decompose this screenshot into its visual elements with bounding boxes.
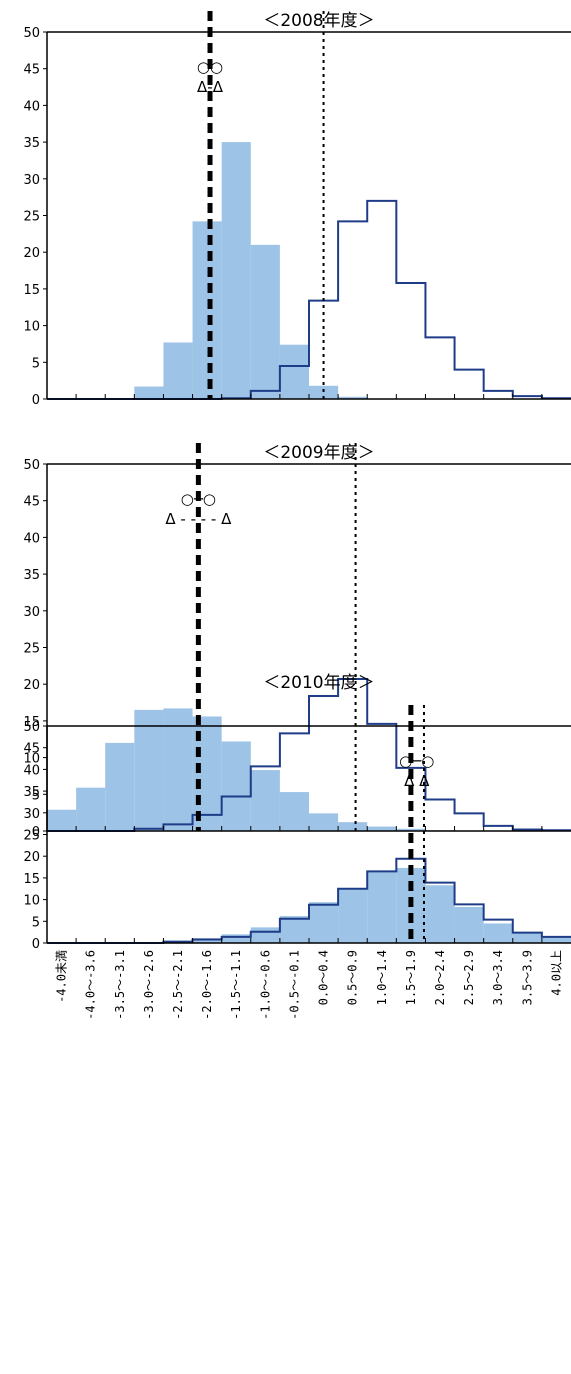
x-category-label: -2.5～-2.1 [171, 950, 185, 1020]
filled-bar [250, 927, 280, 943]
chart-panels: ＜2008年度＞05101520253035404550○○Δ-Δ＜2009年度… [23, 11, 571, 952]
chart-title: ＜2010年度＞ [263, 673, 374, 693]
y-tick-label: 15 [23, 283, 40, 298]
filled-bar [309, 902, 339, 943]
filled-bar [279, 792, 309, 831]
filled-bar [221, 142, 251, 399]
y-tick-label: 0 [32, 393, 40, 408]
y-tick-label: 25 [23, 829, 40, 844]
circle-markers: ○─○ [181, 490, 216, 508]
y-tick-label: 20 [23, 678, 40, 693]
y-tick-label: 50 [23, 26, 40, 41]
y-tick-label: 15 [23, 715, 40, 730]
filled-bar [134, 709, 164, 831]
chart-title: ＜2008年度＞ [263, 11, 374, 31]
y-tick-label: 15 [23, 872, 40, 887]
x-category-label: 2.0～2.4 [433, 950, 447, 1005]
x-category-label: -0.5～-0.1 [287, 950, 301, 1020]
filled-bar [338, 822, 368, 831]
x-category-label: -3.0～-2.6 [142, 950, 156, 1020]
circle-markers: ○○ [197, 58, 223, 76]
y-tick-label: 35 [23, 568, 40, 583]
x-category-label: 1.5～1.9 [404, 950, 418, 1005]
filled-bar [163, 708, 193, 831]
y-tick-label: 40 [23, 531, 40, 546]
chart-panel-1: ＜2008年度＞ 0 5 10 15 20 25 30 35 40 45 50 ○○ Δ-Δ [23, 11, 571, 408]
y-tick-label: 0 [32, 825, 40, 840]
x-category-label: -2.0～-1.6 [200, 950, 214, 1020]
y-tick-label: 20 [23, 246, 40, 261]
y-tick-label: 40 [23, 99, 40, 114]
filled-bar [192, 938, 222, 943]
y-tick-label: 30 [23, 807, 40, 822]
filled-bar [367, 871, 397, 943]
filled-bar [134, 386, 164, 399]
x-category-label: 3.0～3.4 [491, 950, 505, 1005]
filled-bar [279, 344, 309, 399]
filled-bar [338, 889, 368, 943]
chart-title: ＜2009年度＞ [263, 443, 374, 463]
x-category-label: 1.0～1.4 [375, 950, 389, 1005]
y-tick-label: 20 [23, 850, 40, 865]
x-category-label: -4.0～-3.6 [84, 950, 98, 1020]
x-category-label: -1.5～-1.1 [229, 950, 243, 1020]
filled-bar [105, 742, 135, 831]
y-tick-label: 35 [23, 136, 40, 151]
filled-bar [396, 828, 426, 831]
triangle-markers: Δ - - - - Δ [165, 510, 232, 528]
y-tick-label: 0 [32, 937, 40, 952]
filled-bar [221, 934, 251, 943]
filled-bar [367, 826, 397, 831]
filled-bar [250, 770, 280, 831]
x-category-label: -3.5～-3.1 [113, 950, 127, 1020]
triangle-markers: Δ-Δ [197, 78, 224, 96]
filled-bar [512, 933, 542, 943]
circle-markers: ○─○ [399, 752, 434, 770]
y-tick-label: 10 [23, 752, 40, 767]
y-tick-label: 45 [23, 63, 40, 78]
filled-bar [309, 813, 339, 831]
y-tick-label: 10 [23, 320, 40, 335]
filled-bar [47, 809, 77, 831]
y-tick-label: 25 [23, 210, 40, 225]
y-tick-label: 30 [23, 173, 40, 188]
y-tick-label: 5 [32, 356, 40, 371]
y-tick-label: 35 [23, 785, 40, 800]
filled-bar [309, 385, 339, 399]
filled-bar [454, 906, 484, 943]
y-tick-label: 50 [23, 458, 40, 473]
filled-bar [163, 342, 193, 399]
x-category-label: 2.5～2.9 [462, 950, 476, 1005]
x-category-label: 0.5～0.9 [346, 950, 360, 1005]
y-tick-label: 5 [32, 788, 40, 803]
y-tick-label: 25 [23, 642, 40, 657]
chart-panel-2: ＜2009年度＞ 0 5 10 15 20 25 30 35 40 45 50 ○─○ Δ - - - -… [23, 443, 571, 840]
filled-bar [425, 885, 455, 943]
y-tick-label: 10 [23, 894, 40, 909]
y-tick-label: 40 [23, 763, 40, 778]
filled-bar [221, 741, 251, 831]
filled-bar [338, 396, 368, 399]
filled-bar [279, 916, 309, 943]
filled-bar [250, 244, 280, 399]
triangle-markers: Δ Δ [404, 772, 430, 790]
filled-bar [483, 923, 513, 943]
y-tick-label: 45 [23, 495, 40, 510]
filled-bar [192, 221, 222, 399]
x-category-label: 4.0以上 [549, 950, 563, 996]
filled-bar [541, 936, 571, 943]
category-labels: -4.0未満 -4.0～-3.6 -3.5～-3.1 -3.0～-2.6 -2.5～-2… [55, 950, 564, 1020]
filled-bar [76, 787, 106, 831]
outline-series [47, 857, 571, 944]
x-category-label: -1.0～-0.6 [258, 950, 272, 1020]
x-category-label: 0.0～0.4 [317, 950, 331, 1005]
y-tick-label: 50 [23, 720, 40, 735]
x-category-label: -4.0未満 [55, 950, 69, 1003]
y-tick-label: 45 [23, 742, 40, 757]
x-category-label: 3.5～3.9 [520, 950, 534, 1005]
y-tick-label: 5 [32, 915, 40, 930]
y-tick-label: 30 [23, 605, 40, 620]
